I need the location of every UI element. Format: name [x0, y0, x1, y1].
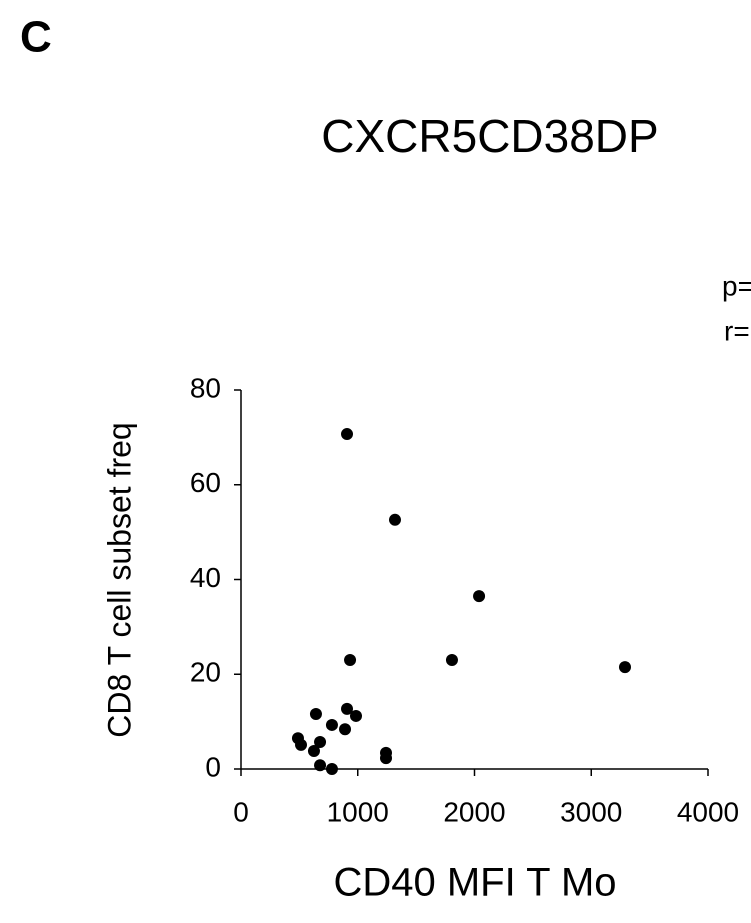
annotation: r=	[724, 315, 750, 346]
x-axis-label: CD40 MFI T Mo	[333, 861, 616, 905]
x-tick-label: 0	[233, 796, 249, 827]
y-tick-label: 40	[190, 562, 221, 593]
point	[314, 759, 327, 772]
y-tick-label: 0	[205, 751, 221, 782]
panel-label: C	[20, 13, 52, 62]
point	[473, 590, 486, 603]
point	[388, 513, 401, 526]
point	[325, 763, 338, 775]
point	[339, 723, 352, 736]
point	[341, 428, 354, 441]
point	[349, 709, 362, 722]
y-axis-label: CD8 T cell subset freq	[101, 422, 137, 737]
point	[314, 735, 327, 748]
x-tick-label: 1000	[327, 796, 389, 827]
x-tick-label: 3000	[560, 796, 622, 827]
x-tick-label: 4000	[677, 796, 739, 827]
point	[618, 661, 631, 674]
point	[341, 702, 354, 715]
x-tick-label: 2000	[443, 796, 505, 827]
point	[445, 654, 458, 667]
y-tick-label: 20	[190, 657, 221, 688]
y-tick-label: 80	[190, 372, 221, 403]
annotation: p=	[722, 270, 751, 301]
point	[325, 718, 338, 731]
point	[380, 752, 393, 765]
point	[309, 708, 322, 721]
point	[295, 738, 308, 751]
chart-title: CXCR5CD38DP	[321, 110, 658, 162]
point	[344, 654, 357, 667]
y-tick-label: 60	[190, 467, 221, 498]
point	[307, 744, 320, 757]
